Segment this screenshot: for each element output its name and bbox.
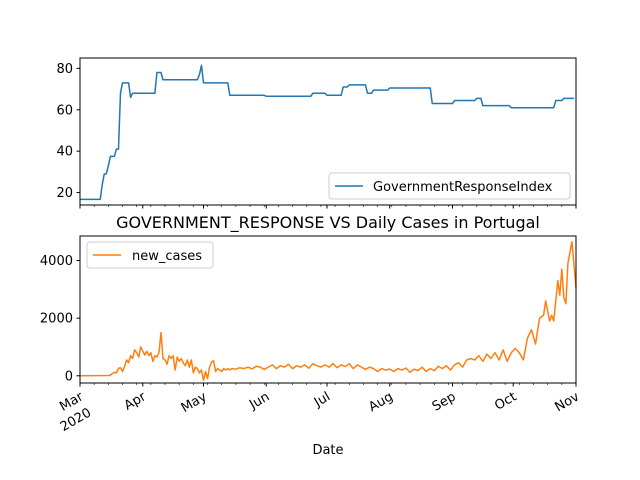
bottom-y-ticks: 0 2000 4000 [40, 254, 80, 384]
bottom-legend-box [86, 241, 214, 269]
series-line-governmentresponseindex [80, 64, 574, 201]
x-axis-label: Date [312, 443, 343, 458]
bottom-series-group [79, 241, 577, 382]
top-legend-box [328, 172, 571, 200]
y-tick-label: 80 [56, 62, 73, 77]
top-legend-label: GovernmentResponseIndex [373, 180, 553, 195]
y-tick-label: 0 [65, 369, 73, 384]
chart-title: GOVERNMENT_RESPONSE VS Daily Cases in Po… [116, 213, 540, 233]
top-legend: GovernmentResponseIndex [328, 172, 571, 200]
y-tick-label: 20 [56, 186, 73, 201]
bottom-axes-frame [79, 235, 577, 384]
bottom-legend: new_cases [86, 241, 214, 269]
bottom-legend-label: new_cases [132, 249, 202, 264]
y-tick-label: 40 [56, 145, 73, 160]
y-tick-label: 4000 [40, 254, 73, 269]
top-axes-frame [79, 57, 577, 206]
x-tick-label: Jul [311, 389, 333, 410]
y-tick-label: 60 [56, 103, 73, 118]
top-series-group [80, 64, 574, 201]
y-tick-label: 2000 [40, 312, 73, 327]
top-axes: 20 40 60 80 GovernmentResponseIndex [56, 57, 577, 209]
series-line-new-cases [79, 241, 577, 382]
top-y-ticks: 20 40 60 80 [56, 62, 80, 201]
